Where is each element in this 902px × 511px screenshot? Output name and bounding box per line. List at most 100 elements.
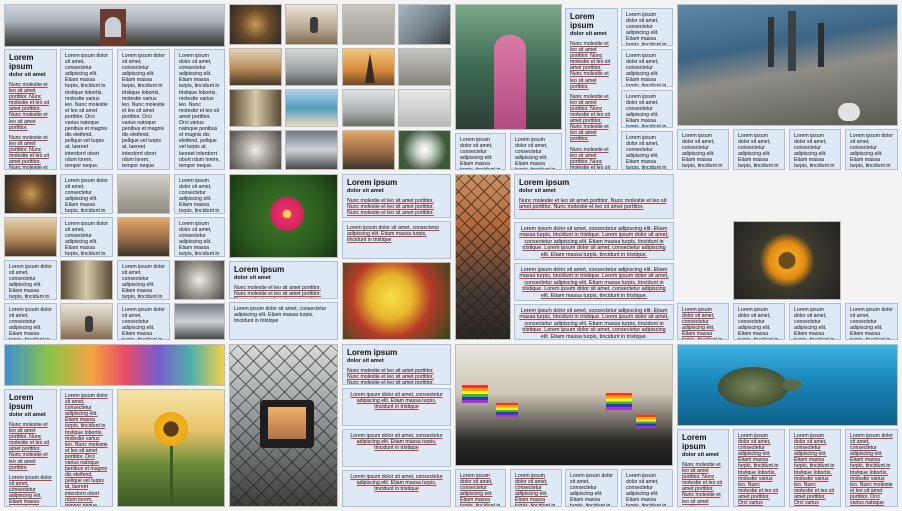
text-card: Lorem ipsum dolor sit amet, consectetur … — [229, 302, 338, 340]
card-text: Lorem ipsum dolor sit amet, consectetur … — [179, 178, 220, 214]
card-text: Lorem ipsum dolor sit amet, consectetur … — [65, 53, 108, 169]
card-text: Lorem ipsum dolor sit amet, consectetur … — [850, 307, 893, 339]
yellow-flower-photo — [342, 262, 451, 340]
text-card: Lorem ipsum dolor sit amet Nunc molestie… — [342, 344, 451, 385]
card-subheading: dolor sit amet — [9, 412, 46, 418]
card-subheading: dolor sit amet — [682, 452, 719, 458]
text-card: Lorem ipsum dolor sit amet, consectetur … — [845, 129, 898, 170]
building-photo — [398, 48, 451, 86]
bridge-night-photo — [174, 303, 225, 340]
text-card: Lorem ipsum dolor sit amet, consectetur … — [733, 129, 785, 170]
text-card: Lorem ipsum dolor sit amet, consectetur … — [677, 303, 729, 340]
text-card: Lorem ipsum dolor sit amet, consectetur … — [60, 49, 113, 170]
text-card: Lorem ipsum dolor sit amet, consectetur … — [621, 131, 673, 170]
card-text: Lorem ipsum dolor sit amet, consectetur … — [794, 433, 835, 507]
card-text: Lorem ipsum dolor sit amet, consectetur … — [794, 307, 834, 339]
fog-photo — [342, 4, 395, 45]
card-subheading: dolor sit amet — [519, 188, 556, 194]
tree-photo — [4, 174, 57, 214]
city-street-photo — [229, 48, 282, 86]
avenue-photo — [60, 260, 113, 300]
text-card: Lorem ipsum dolor sit amet, consectetur … — [342, 388, 451, 426]
card-text: Lorem ipsum dolor sit amet, consectetur … — [460, 137, 500, 169]
dome-photo — [174, 260, 225, 300]
card-text: Lorem ipsum dolor sit amet, consectetur … — [9, 307, 52, 339]
text-card: Lorem ipsum dolor sit amet, consectetur … — [677, 129, 729, 170]
card-text: Lorem ipsum dolor sit amet, consectetur … — [519, 267, 669, 299]
card-text: Lorem ipsum dolor sit amet, consectetur … — [65, 393, 108, 507]
text-card: Lorem ipsum dolor sit amet, consectetur … — [455, 469, 506, 507]
card-heading: Lorem ipsum — [570, 12, 595, 30]
text-card: Lorem ipsum dolor sit amet, consectetur … — [733, 303, 785, 340]
card-text: Lorem ipsum dolor sit amet, consectetur … — [626, 53, 667, 87]
sunflower-photo — [733, 221, 841, 300]
text-card: Lorem ipsum dolor sit amet, consectetur … — [845, 303, 898, 340]
card-text: Nunc molestie et leo sit amet porttitor.… — [9, 82, 50, 131]
card-text: Nunc molestie et leo sit amet porttitor.… — [570, 146, 611, 170]
card-text: Lorem ipsum dolor sit amet, consectetur … — [350, 433, 443, 452]
city-aerial-photo — [677, 4, 898, 126]
card-text: Lorem ipsum dolor sit amet, consectetur … — [179, 53, 220, 169]
card-heading: Lorem ipsum — [9, 53, 34, 71]
card-text: Lorem ipsum dolor sit amet, consectetur … — [179, 221, 220, 257]
card-text: Lorem ipsum dolor sit amet, consectetur … — [626, 94, 667, 128]
dome-photo — [229, 130, 282, 170]
text-card: Lorem ipsum dolor sit amet, consectetur … — [789, 129, 841, 170]
text-card: Lorem ipsum dolor sit amet, consectetur … — [845, 429, 898, 507]
card-heading: Lorem ipsum — [519, 178, 570, 187]
card-text: Lorem ipsum dolor sit amet, consectetur … — [515, 137, 555, 169]
text-card: Lorem ipsum dolor sit amet Nunc molestie… — [514, 174, 674, 219]
text-card: Lorem ipsum dolor sit amet Nunc molestie… — [677, 429, 729, 507]
tree-photo — [229, 4, 282, 45]
text-card: Lorem ipsum dolor sit amet, consectetur … — [60, 389, 113, 507]
card-subheading: dolor sit amet — [347, 358, 384, 364]
text-card: Lorem ipsum dolor sit amet, consectetur … — [621, 8, 673, 46]
text-card: Lorem ipsum dolor sit amet, consectetur … — [514, 263, 674, 301]
card-text: Lorem ipsum dolor sit amet, consectetur … — [850, 433, 893, 507]
card-text: Nunc molestie et leo sit amet porttitor.… — [234, 285, 321, 298]
card-text: Lorem ipsum dolor sit amet, consectetur … — [794, 133, 835, 170]
text-card: Lorem ipsum dolor sit amet, consectetur … — [510, 133, 562, 170]
text-card: Lorem ipsum dolor sit amet, consectetur … — [455, 133, 506, 170]
card-text: Lorem ipsum dolor sit amet, consectetur … — [9, 264, 52, 300]
text-card: Lorem ipsum dolor sit amet, consectetur … — [621, 90, 673, 128]
card-text: Lorem ipsum dolor sit amet, consectetur … — [122, 53, 165, 169]
winter-tree-photo — [398, 89, 451, 127]
snowy-road-photo — [342, 89, 395, 127]
text-card: Lorem ipsum dolor sit amet, consectetur … — [342, 221, 451, 259]
text-card: Lorem ipsum dolor sit amet, consectetur … — [4, 260, 57, 300]
text-card: Lorem ipsum dolor sit amet, consectetur … — [117, 49, 170, 170]
card-text: Lorem ipsum dolor sit amet, consectetur … — [234, 306, 327, 325]
card-text: Nunc molestie et leo sit amet porttitor.… — [570, 93, 611, 143]
branches-photo — [398, 4, 451, 45]
text-card: Lorem ipsum dolor sit amet Nunc molestie… — [342, 174, 451, 218]
card-text: Lorem ipsum dolor sit amet, consectetur … — [570, 473, 613, 507]
card-text: Lorem ipsum dolor sit amet, consectetur … — [626, 12, 667, 46]
photo-collage-grid: Lorem ipsum dolor sit amet Nunc molestie… — [4, 4, 898, 507]
card-subheading: dolor sit amet — [9, 72, 46, 78]
text-card: Lorem ipsum dolor sit amet, consectetur … — [174, 49, 225, 170]
card-text: Lorem ipsum dolor sit amet, consectetur … — [350, 474, 443, 493]
card-text: Nunc molestie et leo sit amet porttitor.… — [682, 462, 723, 506]
text-card: Lorem ipsum dolor sit amet, consectetur … — [565, 469, 618, 507]
card-text: Lorem ipsum dolor sit amet, consectetur … — [460, 473, 501, 507]
card-text: Lorem ipsum dolor sit amet, consectetur … — [738, 133, 779, 170]
card-text: Lorem ipsum dolor sit amet, consectetur … — [519, 226, 669, 258]
dandelion-photo — [398, 130, 451, 170]
card-text: Lorem ipsum dolor sit amet, consectetur … — [350, 392, 443, 411]
card-heading: Lorem ipsum — [347, 178, 398, 187]
card-text: Lorem ipsum dolor sit amet, consectetur … — [519, 308, 669, 340]
text-card: Lorem ipsum dolor sit amet Nunc molestie… — [229, 261, 338, 299]
card-subheading: dolor sit amet — [347, 188, 384, 194]
fence-city-photo — [455, 174, 511, 340]
text-card: Lorem ipsum dolor sit amet Nunc molestie… — [565, 8, 618, 170]
sea-turtle-photo — [677, 344, 898, 426]
card-text: Lorem ipsum dolor sit amet, consectetur … — [626, 473, 667, 507]
card-subheading: dolor sit amet — [570, 31, 607, 37]
text-card: Lorem ipsum dolor sit amet, consectetur … — [174, 217, 225, 257]
painted-meadow-photo — [4, 344, 225, 386]
text-card: Lorem ipsum dolor sit amet, consectetur … — [342, 429, 451, 467]
city-street-photo — [4, 217, 57, 257]
river-sunset-photo — [342, 130, 395, 170]
text-card: Lorem ipsum dolor sit amet, consectetur … — [60, 174, 113, 214]
